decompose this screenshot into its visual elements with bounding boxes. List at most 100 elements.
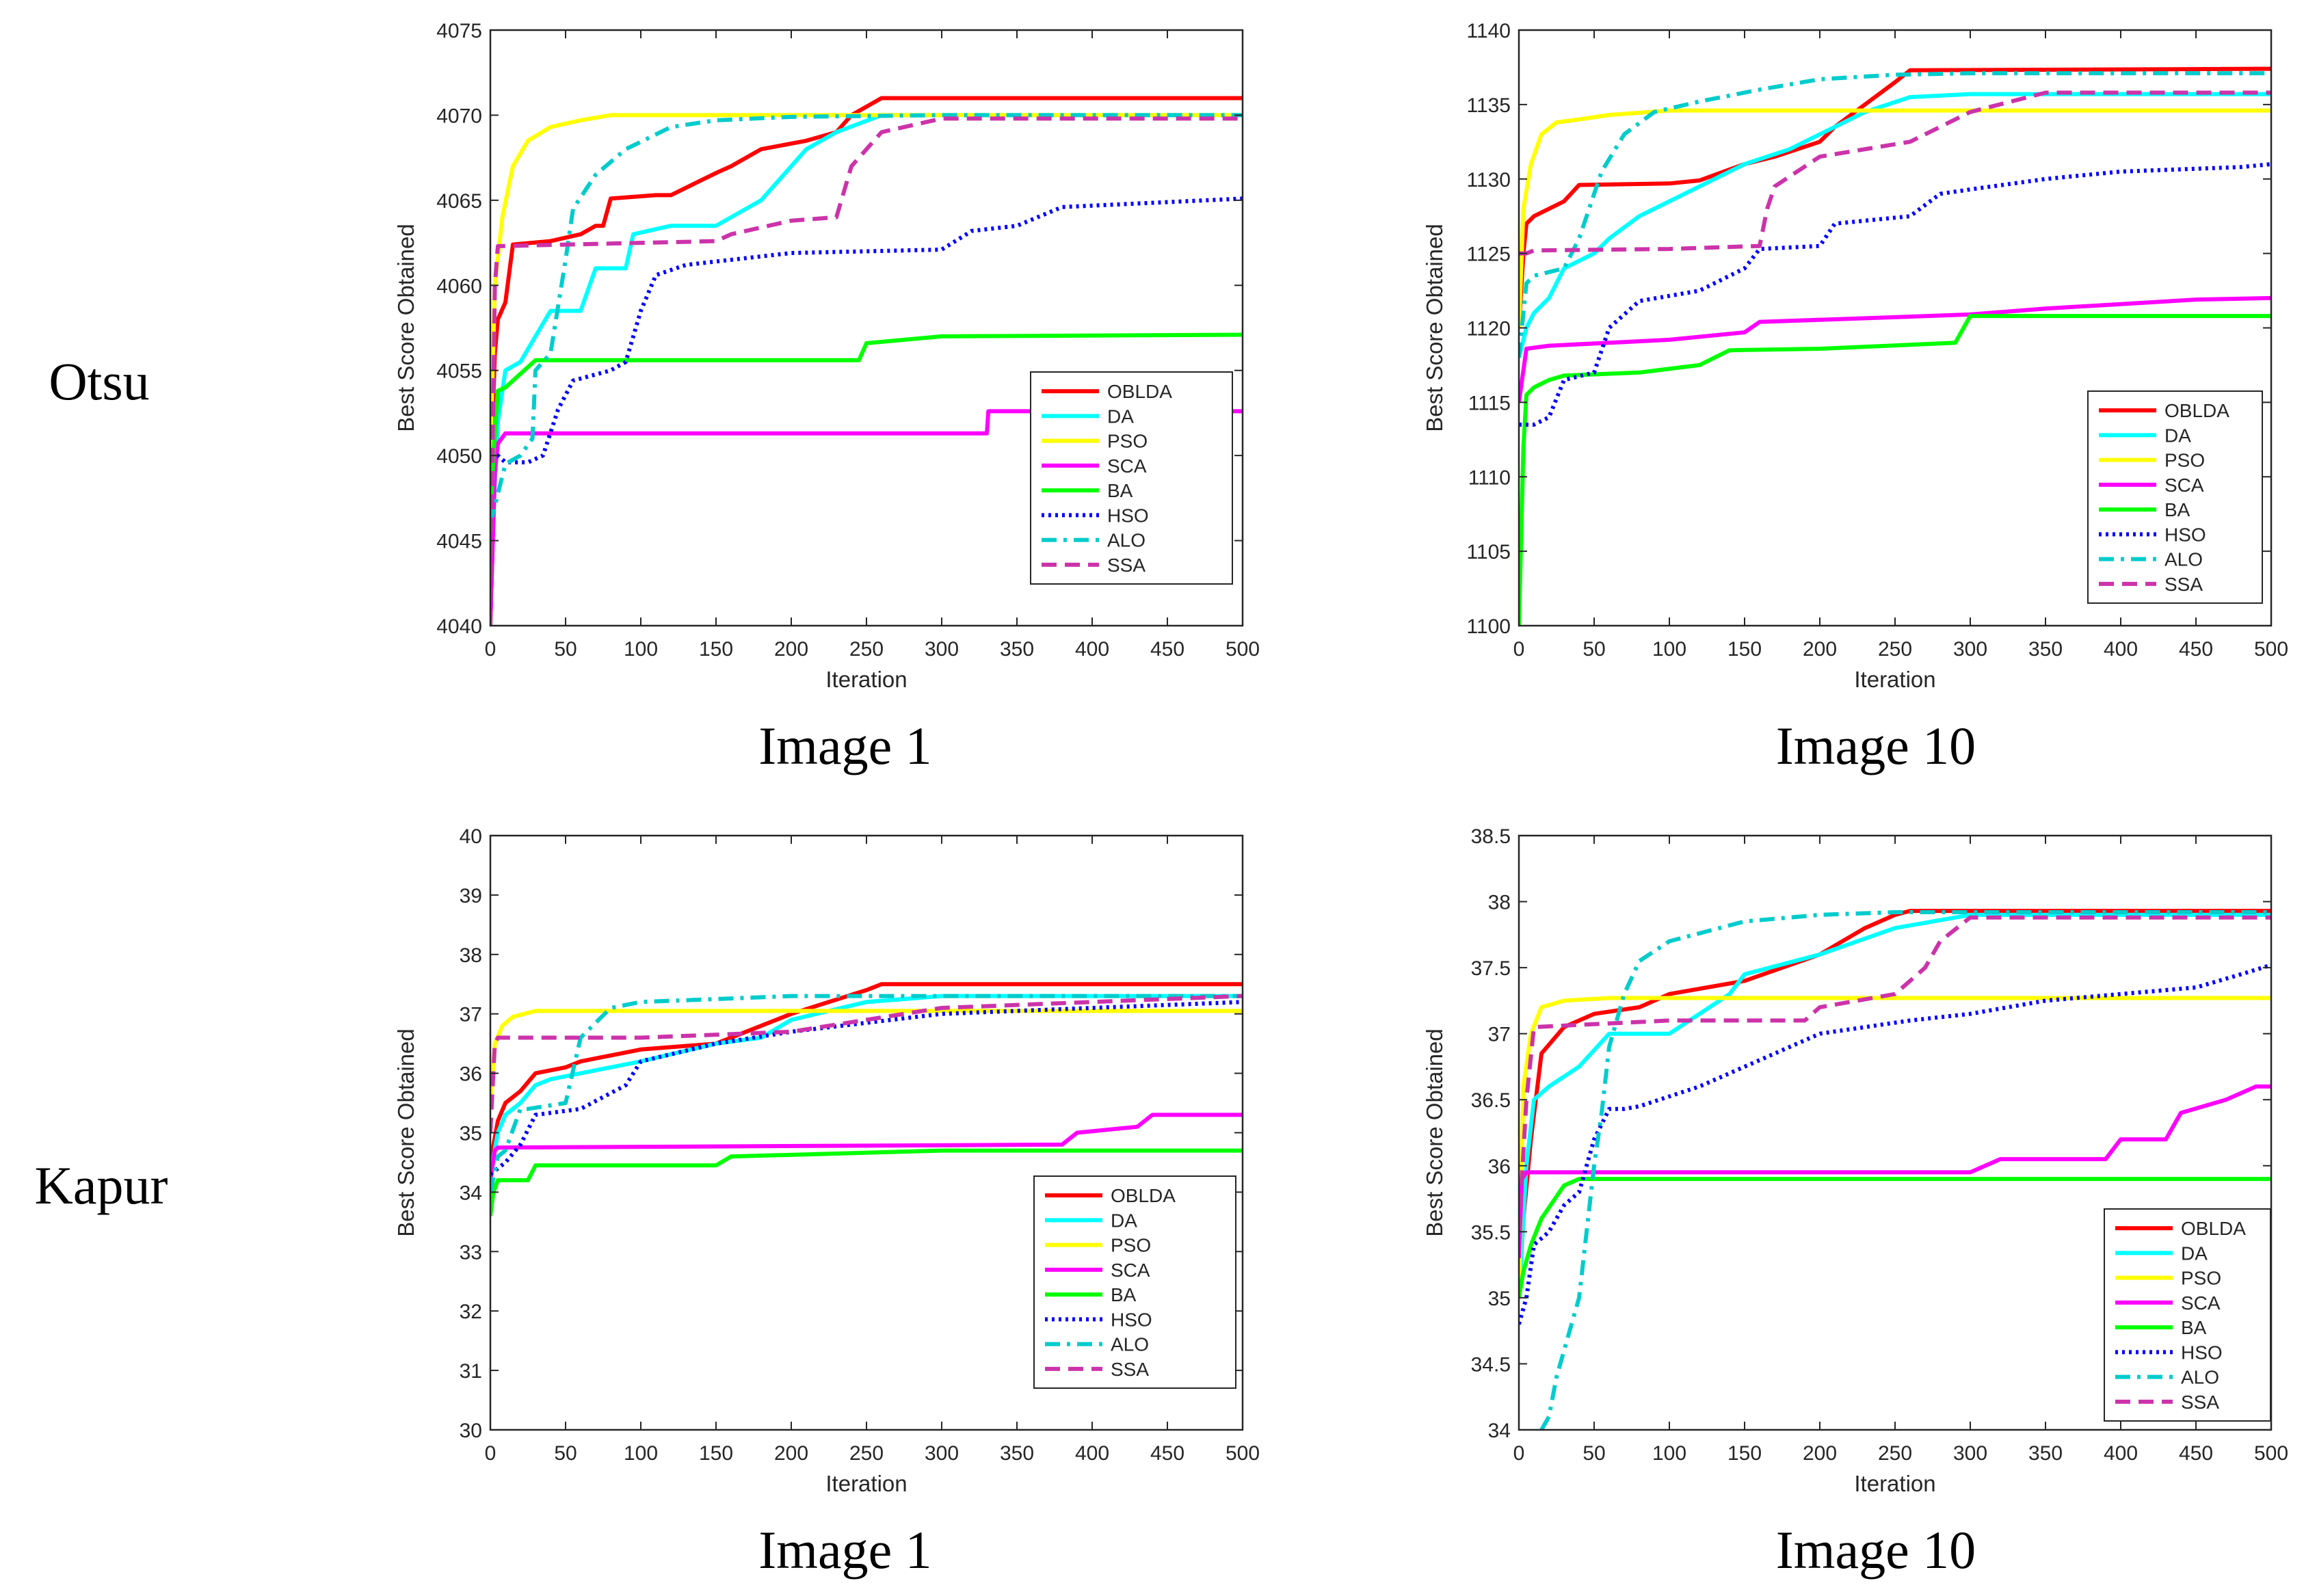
- series-line-pso: [1519, 996, 2271, 1298]
- x-tick-label: 100: [624, 1442, 658, 1465]
- legend-label-hso: HSO: [1107, 505, 1149, 526]
- legend-label-ba: BA: [2164, 499, 2190, 520]
- legend-box: [1033, 1175, 1236, 1389]
- x-tick-label: 150: [1727, 1442, 1762, 1465]
- legend-label-ba: BA: [1111, 1284, 1137, 1305]
- y-tick-label: 34: [460, 1182, 482, 1204]
- y-tick-label: 1140: [1466, 20, 1511, 42]
- legend-label-sca: SCA: [2164, 475, 2204, 496]
- series-line-sca: [1519, 295, 2271, 403]
- y-tick-label: 1100: [1466, 615, 1511, 638]
- x-axis-label: Iteration: [825, 1471, 907, 1496]
- series-group: [490, 982, 1243, 1216]
- y-tick-label: 31: [460, 1360, 482, 1383]
- legend-label-hso: HSO: [1111, 1309, 1152, 1330]
- x-tick-label: 300: [925, 638, 959, 661]
- legend-label-sca: SCA: [2181, 1292, 2221, 1314]
- y-tick-label: 36: [460, 1063, 482, 1086]
- y-tick-label: 39: [460, 885, 482, 907]
- legend-label-alo: ALO: [1107, 530, 1146, 551]
- y-tick-label: 32: [460, 1301, 482, 1323]
- series-line-alo: [1539, 910, 2271, 1430]
- y-tick-label: 36.5: [1471, 1089, 1511, 1112]
- y-tick-label: 37: [1488, 1024, 1511, 1046]
- y-tick-label: 35.5: [1471, 1221, 1511, 1244]
- series-line-da: [1519, 92, 2271, 358]
- y-tick-label: 40: [460, 825, 482, 848]
- caption-kapur-image-10: Image 10: [1776, 1520, 1976, 1580]
- x-tick-label: 150: [1727, 638, 1762, 661]
- y-axis-label: Best Score Obtained: [393, 224, 419, 432]
- legend-label-pso: PSO: [2181, 1268, 2221, 1289]
- y-tick-label: 34: [1488, 1420, 1511, 1442]
- x-tick-label: 100: [624, 638, 658, 661]
- x-tick-label: 250: [849, 1442, 884, 1465]
- legend-box: [2087, 390, 2263, 604]
- legend-label-hso: HSO: [2164, 524, 2206, 545]
- x-tick-label: 350: [1000, 1442, 1034, 1465]
- x-tick-label: 250: [1878, 1442, 1912, 1465]
- y-tick-label: 1115: [1468, 392, 1511, 414]
- y-tick-label: 4070: [436, 105, 482, 127]
- series-line-oblda: [490, 96, 1243, 490]
- x-tick-label: 450: [1150, 1442, 1184, 1465]
- legend-label-sca: SCA: [1111, 1260, 1150, 1281]
- x-tick-label: 300: [1953, 638, 1987, 661]
- y-axis-label: Best Score Obtained: [393, 1028, 419, 1237]
- x-tick-label: 250: [1878, 638, 1912, 661]
- caption-otsu-image-10: Image 10: [1776, 716, 1976, 775]
- legend-label-pso: PSO: [1111, 1235, 1151, 1256]
- y-tick-label: 38.5: [1471, 825, 1511, 848]
- legend-box: [2104, 1208, 2271, 1422]
- series-line-sca: [1519, 1084, 2271, 1259]
- caption-otsu-image-1: Image 1: [758, 716, 931, 775]
- x-tick-label: 0: [1513, 638, 1525, 661]
- x-tick-label: 500: [1226, 638, 1260, 661]
- x-tick-label: 50: [1583, 1442, 1605, 1465]
- legend-label-oblda: OBLDA: [1111, 1185, 1176, 1206]
- x-tick-label: 350: [2028, 1442, 2063, 1465]
- row-label-kapur: Kapur: [35, 1156, 168, 1215]
- y-tick-label: 4065: [436, 190, 482, 213]
- x-tick-label: 200: [774, 638, 808, 661]
- x-tick-label: 300: [925, 1442, 959, 1465]
- x-tick-label: 450: [1150, 638, 1184, 661]
- x-axis-label: Iteration: [1854, 667, 1935, 692]
- y-tick-label: 37: [460, 1004, 482, 1026]
- y-tick-label: 4075: [436, 20, 482, 42]
- otsu-image-1-chart: 0 50 100 150 200 250 300 350 400 450 500 4040 4045 40…: [393, 20, 1260, 692]
- x-tick-label: 0: [1513, 1442, 1525, 1465]
- y-tick-label: 4060: [436, 275, 482, 297]
- x-tick-label: 200: [1803, 638, 1837, 661]
- x-tick-label: 500: [2254, 1442, 2288, 1465]
- y-tick-label: 1120: [1466, 318, 1511, 341]
- otsu-image-10-chart: 0 50 100 150 200 250 300 350 400 450 500 1100 1105 11…: [1422, 20, 2288, 692]
- y-axis-label: Best Score Obtained: [1422, 1028, 1447, 1237]
- y-tick-label: 1110: [1468, 466, 1511, 489]
- series-line-sca: [490, 409, 1243, 626]
- x-tick-label: 450: [2179, 638, 2213, 661]
- series-line-ba: [1519, 1177, 2271, 1299]
- legend-label-pso: PSO: [1107, 431, 1148, 452]
- series-line-sca: [490, 1113, 1243, 1181]
- x-tick-label: 450: [2179, 1442, 2213, 1465]
- legend-label-alo: ALO: [1111, 1334, 1149, 1355]
- x-tick-label: 500: [1226, 1442, 1260, 1465]
- y-tick-label: 1130: [1466, 169, 1511, 191]
- x-tick-label: 350: [2028, 638, 2063, 661]
- y-tick-label: 4055: [436, 360, 482, 383]
- series-line-ssa: [1519, 915, 2271, 1232]
- series-line-oblda: [490, 982, 1243, 1163]
- legend-label-oblda: OBLDA: [1107, 381, 1172, 402]
- y-axis-label: Best Score Obtained: [1422, 224, 1447, 432]
- series-line-da: [490, 113, 1243, 575]
- legend-label-alo: ALO: [2164, 549, 2203, 570]
- y-tick-label: 33: [460, 1241, 482, 1264]
- row-label-otsu: Otsu: [49, 351, 149, 411]
- legend-label-ssa: SSA: [1107, 555, 1146, 576]
- x-axis-label: Iteration: [825, 667, 907, 692]
- x-tick-label: 300: [1953, 1442, 1987, 1465]
- kapur-image-10-chart: 0 50 100 150 200 250 300 350 400 450 500 34 34.5 35 35…: [1422, 825, 2288, 1496]
- y-tick-label: 34.5: [1471, 1353, 1511, 1376]
- x-tick-label: 350: [1000, 638, 1034, 661]
